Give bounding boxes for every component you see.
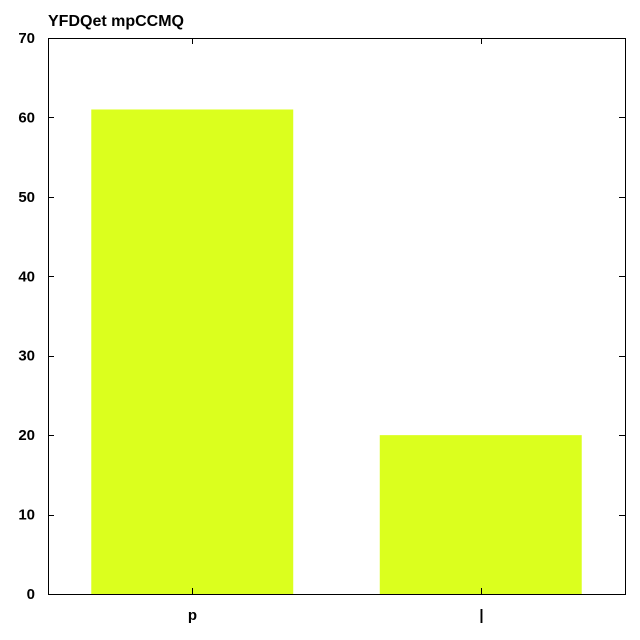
y-tick-label: 70	[18, 30, 35, 47]
x-tick-label: p	[188, 607, 197, 624]
y-tick-label: 0	[27, 586, 35, 603]
plot-frame	[48, 38, 626, 595]
y-tick-label: 20	[18, 427, 35, 444]
bars-layer	[91, 109, 582, 595]
chart-title: YFDQet mpCCMQ	[48, 13, 184, 30]
y-axis-tick-labels: 0 10 20 30 40 50 60 70	[18, 30, 35, 603]
ticks-layer	[48, 38, 625, 595]
x-axis-tick-labels: p |	[188, 607, 484, 624]
y-tick-label: 40	[18, 268, 35, 285]
bar-0	[91, 109, 294, 595]
y-tick-label: 50	[18, 189, 35, 206]
y-tick-label: 10	[18, 507, 35, 524]
bar-1	[379, 435, 582, 594]
y-tick-label: 30	[18, 348, 35, 365]
y-tick-label: 60	[18, 109, 35, 126]
x-tick-label: |	[479, 607, 483, 624]
